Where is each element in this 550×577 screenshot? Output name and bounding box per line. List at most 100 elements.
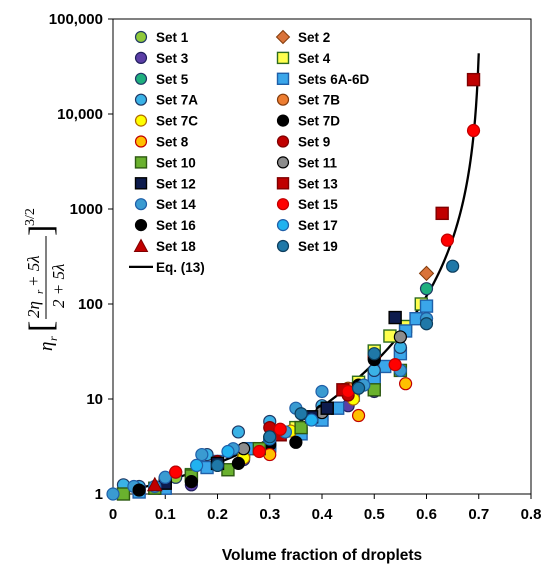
ylabel-frac-num-sub: r: [34, 289, 46, 294]
data-point-series-17: [273, 422, 287, 436]
legend-marker: [276, 198, 290, 211]
legend-marker: [133, 238, 149, 252]
legend-label: Sets 6A-6D: [298, 72, 370, 87]
data-point-series-16: [195, 447, 209, 462]
legend-marker: [134, 177, 148, 190]
legend-label: Set 8: [156, 135, 189, 150]
data-point-series-17: [466, 123, 481, 138]
legend-marker: [134, 51, 148, 65]
data-point-series-21: [294, 407, 308, 421]
legend-label: Set 10: [156, 155, 196, 170]
y-tick-label: 10: [86, 391, 103, 408]
legend-marker: [275, 29, 291, 45]
data-point-series-15: [466, 72, 481, 87]
legend-label: Set 15: [298, 197, 338, 212]
legend-label: Set 1: [156, 30, 189, 45]
points-layer: [106, 72, 481, 501]
legend-label: Set 9: [298, 135, 330, 150]
data-point-series-19: [221, 444, 235, 459]
ylabel-frac-num: 2η: [24, 301, 43, 318]
legend-marker: [134, 93, 148, 106]
ylabel-eta: η: [36, 342, 57, 351]
data-point-series-18: [289, 435, 303, 449]
legend-label: Set 5: [156, 72, 189, 87]
legend-marker: [276, 51, 290, 65]
data-point-series-21: [446, 259, 460, 273]
data-point-series-13: [393, 330, 407, 344]
y-tick-label: 100,000: [49, 11, 103, 28]
ylabel-bracket-right: ]: [23, 225, 60, 236]
data-point-series-14: [320, 401, 334, 415]
legend-label: Set 11: [298, 155, 338, 170]
data-point-series-4: [419, 282, 434, 296]
legend-marker: [276, 239, 290, 253]
ylabel-frac-num-rest: + 5λ: [24, 255, 43, 287]
data-point-series-21: [419, 317, 434, 331]
legend-marker: [276, 72, 290, 86]
axes: 0 0.1 0.2 0.3 0.4 0.5 0.6 0.7 0.8 1 10 100 1000 10,00…: [49, 11, 542, 523]
legend-marker: [134, 114, 148, 127]
data-point-series-16: [106, 487, 120, 501]
legend-label: Set 17: [298, 218, 338, 233]
data-point-series-17: [440, 233, 454, 247]
y-tick-label: 100: [78, 296, 103, 313]
legend-marker: [276, 177, 290, 190]
legend-label: Set 14: [156, 197, 196, 212]
y-axis-label: η r [ 2η r + 5λ 2 + 5λ ] 3/2: [23, 208, 68, 351]
data-point-series-21: [210, 458, 225, 473]
legend-label: Set 18: [156, 239, 196, 254]
legend-label: Set 7A: [156, 93, 198, 108]
x-tick-label: 0.8: [521, 506, 542, 523]
legend-marker: [134, 72, 148, 85]
data-point-series-19: [304, 413, 319, 427]
legend-label: Set 2: [298, 30, 330, 45]
ylabel-sub: r: [46, 336, 60, 341]
data-point-series-17: [388, 358, 402, 372]
data-point-series-20: [146, 476, 163, 492]
data-point-series-21: [367, 347, 381, 361]
data-point-series-6: [367, 363, 381, 378]
y-tick-label: 1: [95, 486, 103, 503]
legend-label: Set 12: [156, 176, 196, 191]
legend-marker: [134, 198, 148, 211]
legend-label: Set 19: [298, 239, 338, 254]
x-tick-label: 0.7: [468, 506, 489, 523]
y-tick-label: 10,000: [57, 106, 103, 123]
x-tick-label: 0.3: [259, 506, 280, 523]
legend-marker: [134, 30, 148, 44]
legend-marker: [134, 156, 148, 169]
x-tick-label: 0.5: [364, 506, 385, 523]
ylabel-frac-den: 2 + 5λ: [49, 264, 68, 308]
data-point-series-10: [399, 377, 413, 391]
legend-marker: [276, 135, 290, 148]
legend-label: Set 4: [298, 51, 331, 66]
x-tick-label: 0.4: [312, 506, 334, 523]
data-point-series-21: [263, 430, 277, 444]
x-tick-label: 0: [109, 506, 117, 523]
x-tick-label: 0.2: [207, 506, 228, 523]
data-point-series-21: [351, 381, 366, 395]
data-point-series-19: [190, 458, 204, 473]
legend-label: Set 16: [156, 218, 196, 233]
data-point-series-18: [184, 475, 198, 489]
legend-label: Set 7C: [156, 114, 198, 129]
legend-label: Set 13: [298, 176, 338, 191]
data-point-series-16: [158, 470, 172, 484]
data-point-series-14: [388, 310, 402, 325]
legend-marker: [134, 135, 148, 148]
data-point-series-5: [419, 299, 434, 313]
legend-label: Set 3: [156, 51, 189, 66]
ylabel-exponent: 3/2: [23, 208, 38, 226]
x-axis-label: Volume fraction of droplets: [222, 547, 422, 564]
legend-marker: [276, 93, 290, 106]
x-tick-label: 0.1: [155, 506, 176, 523]
x-tick-label: 0.6: [416, 506, 437, 523]
legend-marker: [134, 219, 148, 232]
data-point-series-18: [132, 483, 146, 497]
data-point-series-10: [351, 408, 366, 423]
legend-label: Eq. (13): [156, 260, 205, 275]
data-point-series-15: [435, 206, 449, 221]
ylabel-bracket-left: [: [23, 321, 60, 332]
data-point-series-1: [418, 265, 435, 282]
